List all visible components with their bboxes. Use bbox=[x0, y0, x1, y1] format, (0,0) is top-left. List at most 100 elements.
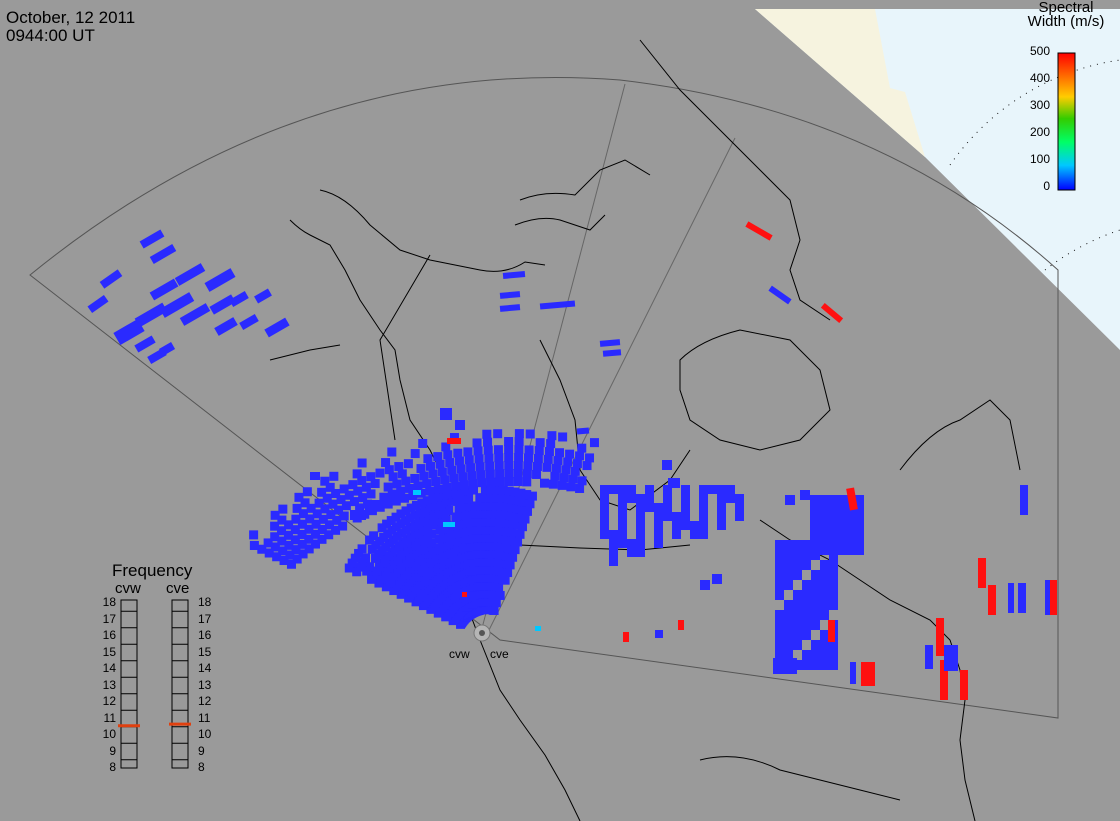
radar-return-cell bbox=[517, 505, 527, 515]
radar-return-cell bbox=[525, 429, 535, 439]
radar-return-cell bbox=[618, 530, 627, 539]
radar-return-cell bbox=[828, 620, 835, 642]
radar-return-cell bbox=[668, 478, 680, 488]
radar-return-cell bbox=[546, 439, 556, 449]
radar-return-cell bbox=[793, 610, 802, 620]
radar-return-cell bbox=[609, 539, 618, 548]
radar-return-cell bbox=[257, 544, 267, 554]
radar-return-cell bbox=[272, 552, 282, 562]
radar-return-cell bbox=[387, 489, 397, 499]
radar-return-cell bbox=[277, 536, 287, 546]
radar-return-cell bbox=[837, 515, 846, 525]
radar-return-cell bbox=[855, 515, 864, 525]
radar-return-cell bbox=[810, 495, 819, 505]
radar-return-cell bbox=[551, 463, 561, 473]
radar-return-cell bbox=[522, 490, 532, 500]
radar-return-cell bbox=[331, 488, 341, 498]
radar-return-cell bbox=[441, 498, 451, 508]
radar-return-cell bbox=[441, 515, 451, 525]
radar-return-cell bbox=[496, 501, 506, 511]
frequency-panel-title: Frequency bbox=[112, 561, 193, 580]
radar-return-cell bbox=[473, 446, 483, 456]
radar-return-cell bbox=[486, 509, 496, 519]
radar-return-cell bbox=[463, 447, 473, 457]
radar-return-cell bbox=[636, 539, 645, 548]
radar-return-cell bbox=[775, 640, 784, 650]
frequency-scale-ticks bbox=[121, 610, 188, 761]
radar-return-cell bbox=[811, 650, 820, 660]
radar-return-cell bbox=[802, 660, 811, 670]
radar-return-cell bbox=[435, 459, 445, 469]
radar-return-cell bbox=[447, 496, 457, 506]
radar-return-cell bbox=[277, 526, 287, 536]
radar-return-cell bbox=[819, 505, 828, 515]
radar-return-cell bbox=[278, 504, 288, 514]
radar-return-cell bbox=[503, 568, 513, 578]
radar-return-cell bbox=[474, 454, 484, 464]
radar-return-cell bbox=[447, 438, 461, 444]
radar-return-cell bbox=[451, 512, 461, 522]
radar-return-cell bbox=[936, 618, 944, 656]
radar-return-cell bbox=[475, 493, 485, 503]
cve-frequency-label: 16 bbox=[198, 628, 212, 642]
radar-return-cell bbox=[481, 549, 491, 559]
radar-return-cell bbox=[681, 512, 690, 521]
radar-return-cell bbox=[802, 590, 811, 600]
radar-return-cell bbox=[810, 505, 819, 515]
radar-return-cell bbox=[960, 670, 968, 700]
radar-return-cell bbox=[775, 540, 784, 550]
radar-return-cell bbox=[627, 485, 636, 494]
radar-return-cell bbox=[489, 605, 499, 615]
radar-return-cell bbox=[294, 492, 304, 502]
radar-return-cell bbox=[325, 482, 335, 492]
radar-return-cell bbox=[717, 512, 726, 521]
radar-return-cell bbox=[540, 478, 550, 488]
radar-return-cell bbox=[270, 521, 280, 531]
colorbar-tick-label: 500 bbox=[1029, 44, 1050, 58]
radar-return-cell bbox=[394, 462, 404, 472]
radar-return-cell bbox=[654, 503, 663, 512]
radar-return-cell bbox=[861, 662, 875, 686]
radar-return-cell bbox=[453, 520, 463, 530]
radar-return-cell bbox=[645, 494, 654, 503]
radar-return-cell bbox=[440, 408, 452, 420]
radar-return-cell bbox=[819, 545, 828, 555]
radar-return-cell bbox=[442, 482, 452, 492]
radar-return-cell bbox=[609, 530, 618, 539]
radar-return-cell bbox=[367, 506, 377, 516]
radar-return-cell bbox=[139, 229, 165, 249]
radar-return-cell bbox=[829, 560, 838, 570]
cvw-frequency-label: 17 bbox=[102, 611, 116, 626]
radar-return-cell bbox=[576, 427, 590, 435]
radar-return-cell bbox=[396, 486, 406, 496]
radar-return-cell bbox=[461, 510, 471, 520]
radar-return-cell bbox=[717, 503, 726, 512]
radar-return-cell bbox=[837, 505, 846, 515]
radar-return-cell bbox=[712, 574, 722, 584]
radar-return-cell bbox=[793, 570, 802, 580]
radar-return-cell bbox=[481, 501, 491, 511]
radar-return-cell bbox=[568, 474, 578, 484]
radar-return-cell bbox=[784, 570, 793, 580]
radar-return-cell bbox=[427, 538, 437, 548]
cvw-frequency-label: 9 bbox=[109, 743, 116, 758]
radar-return-cell bbox=[558, 432, 568, 442]
radar-return-cell bbox=[344, 490, 354, 500]
radar-return-cell bbox=[523, 461, 533, 471]
radar-return-cell bbox=[353, 486, 363, 496]
radar-return-cell bbox=[419, 471, 429, 481]
radar-return-cell bbox=[802, 630, 811, 640]
radar-return-cell bbox=[283, 530, 293, 540]
radar-return-cell bbox=[784, 580, 793, 590]
radar-return-cell bbox=[403, 459, 413, 469]
radar-return-cell bbox=[214, 317, 238, 336]
radar-return-cell bbox=[508, 519, 518, 529]
radar-return-cell bbox=[314, 498, 324, 508]
radar-return-cell bbox=[297, 539, 307, 549]
radar-return-cell bbox=[312, 509, 322, 519]
radar-return-cell bbox=[542, 462, 552, 472]
radar-return-cell bbox=[452, 495, 462, 505]
radar-return-cell bbox=[451, 481, 461, 491]
radar-return-cell bbox=[298, 549, 308, 559]
radar-return-cell bbox=[609, 485, 618, 494]
